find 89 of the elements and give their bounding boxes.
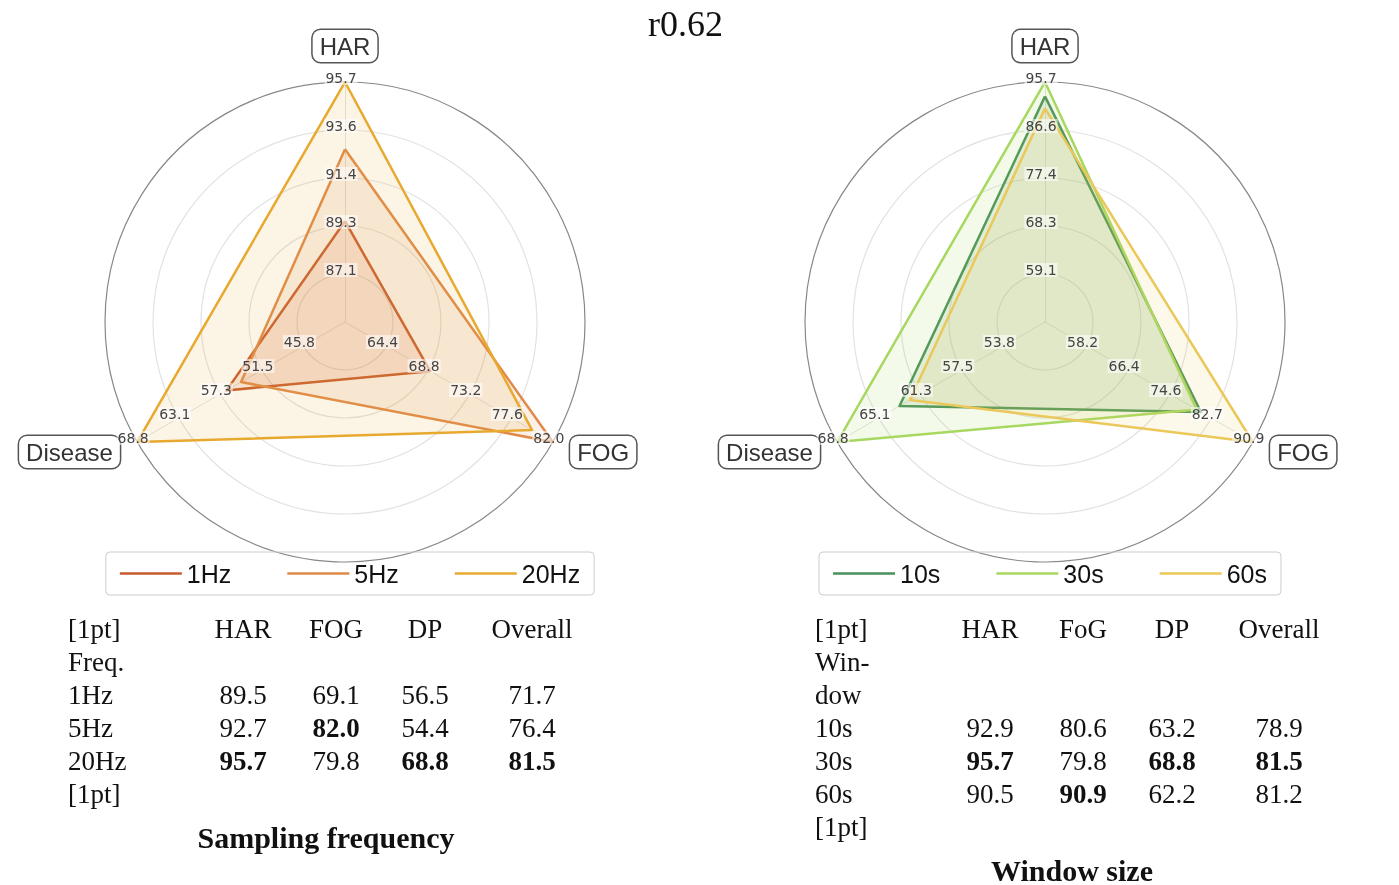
data-label: 62.2 xyxy=(1148,778,1196,811)
text: 93.6 xyxy=(325,118,357,134)
legend-label: 5Hz xyxy=(354,559,399,588)
category-label: Overall xyxy=(1238,613,1320,646)
text: 68.8 xyxy=(117,430,149,446)
text: [1pt] xyxy=(815,811,868,844)
spoke-label: HAR xyxy=(319,32,371,60)
category-label: FoG xyxy=(1058,613,1108,646)
data-label: 54.4 xyxy=(401,712,449,745)
text: 74.6 xyxy=(1150,382,1182,398)
legend-label: 30s xyxy=(1063,559,1104,588)
spoke-label: HAR xyxy=(1019,32,1071,60)
category-label: DP xyxy=(407,613,443,646)
text: 20Hz xyxy=(68,745,127,778)
text: 95.7 xyxy=(325,70,357,86)
legend-label: 1Hz xyxy=(186,559,232,588)
data-label: 69.1 xyxy=(312,679,360,712)
data-label: 79.8 xyxy=(312,745,360,778)
data-label: 56.5 xyxy=(401,679,449,712)
data-label: 92.9 xyxy=(966,712,1014,745)
spoke-label: Disease xyxy=(26,438,113,466)
data-label: 81.5 xyxy=(1255,745,1303,778)
text: 57.3 xyxy=(200,382,232,398)
text: 63.1 xyxy=(159,406,191,422)
text: 68.8 xyxy=(408,358,440,374)
data-label: 89.5 xyxy=(219,679,267,712)
text: 82.0 xyxy=(533,430,565,446)
text: 66.4 xyxy=(1108,358,1140,374)
text: 77.4 xyxy=(1025,166,1057,182)
text: 51.5 xyxy=(242,358,274,374)
data-label: 95.7 xyxy=(219,745,267,778)
text: r0.62 xyxy=(648,4,723,44)
data-label: 78.9 xyxy=(1255,712,1303,745)
legend-label: 60s xyxy=(1226,559,1267,588)
text: [1pt] xyxy=(68,613,121,646)
text: 58.2 xyxy=(1066,334,1099,350)
data-label: 92.7 xyxy=(219,712,267,745)
legend-label: 20Hz xyxy=(521,559,581,588)
category-label: Overall xyxy=(491,613,573,646)
data-label: 76.4 xyxy=(508,712,556,745)
data-label: 90.9 xyxy=(1059,778,1107,811)
text: 68.3 xyxy=(1025,214,1057,230)
text: 86.6 xyxy=(1025,118,1057,134)
text: 82.7 xyxy=(1191,406,1223,422)
category-label: HAR xyxy=(214,613,272,646)
text: 73.2 xyxy=(450,382,482,398)
text: [1pt] xyxy=(815,613,868,646)
spoke-label: Disease xyxy=(726,438,813,466)
data-label: 79.8 xyxy=(1059,745,1107,778)
text: 64.4 xyxy=(366,334,399,350)
text: 60s xyxy=(815,778,853,811)
text: 68.8 xyxy=(817,430,849,446)
data-label: 68.8 xyxy=(401,745,449,778)
category-label: FOG xyxy=(308,613,364,646)
text: 87.1 xyxy=(325,262,357,278)
text: Sampling frequency xyxy=(197,821,455,854)
spoke-label: FOG xyxy=(1277,438,1330,466)
spoke-label: FOG xyxy=(577,438,630,466)
legend-title: Win-dow xyxy=(815,646,871,712)
data-label: 81.2 xyxy=(1255,778,1303,811)
text: 65.1 xyxy=(859,406,891,422)
text: 91.4 xyxy=(325,166,357,182)
text: 45.8 xyxy=(283,334,316,350)
text: 61.3 xyxy=(900,382,932,398)
data-label: 80.6 xyxy=(1059,712,1107,745)
data-label: 68.8 xyxy=(1148,745,1196,778)
text: 90.9 xyxy=(1233,430,1265,446)
text: 89.3 xyxy=(325,214,357,230)
category-label: DP xyxy=(1154,613,1190,646)
text: 77.6 xyxy=(491,406,523,422)
text: 10s xyxy=(815,712,853,745)
legend-label: 10s xyxy=(900,559,941,588)
text: 95.7 xyxy=(1025,70,1057,86)
data-label: 63.2 xyxy=(1148,712,1196,745)
data-label: 82.0 xyxy=(312,712,360,745)
text: 5Hz xyxy=(68,712,113,745)
text: 53.8 xyxy=(983,334,1016,350)
text: Window size xyxy=(991,854,1153,885)
text: 30s xyxy=(815,745,853,778)
text: 59.1 xyxy=(1025,262,1057,278)
legend-title: Freq. xyxy=(68,646,126,679)
text: [1pt] xyxy=(68,778,121,811)
data-label: 90.5 xyxy=(966,778,1014,811)
text: 57.5 xyxy=(942,358,974,374)
text: 1Hz xyxy=(68,679,113,712)
data-label: 71.7 xyxy=(508,679,556,712)
data-label: 81.5 xyxy=(508,745,556,778)
data-label: 95.7 xyxy=(966,745,1014,778)
category-label: HAR xyxy=(961,613,1019,646)
